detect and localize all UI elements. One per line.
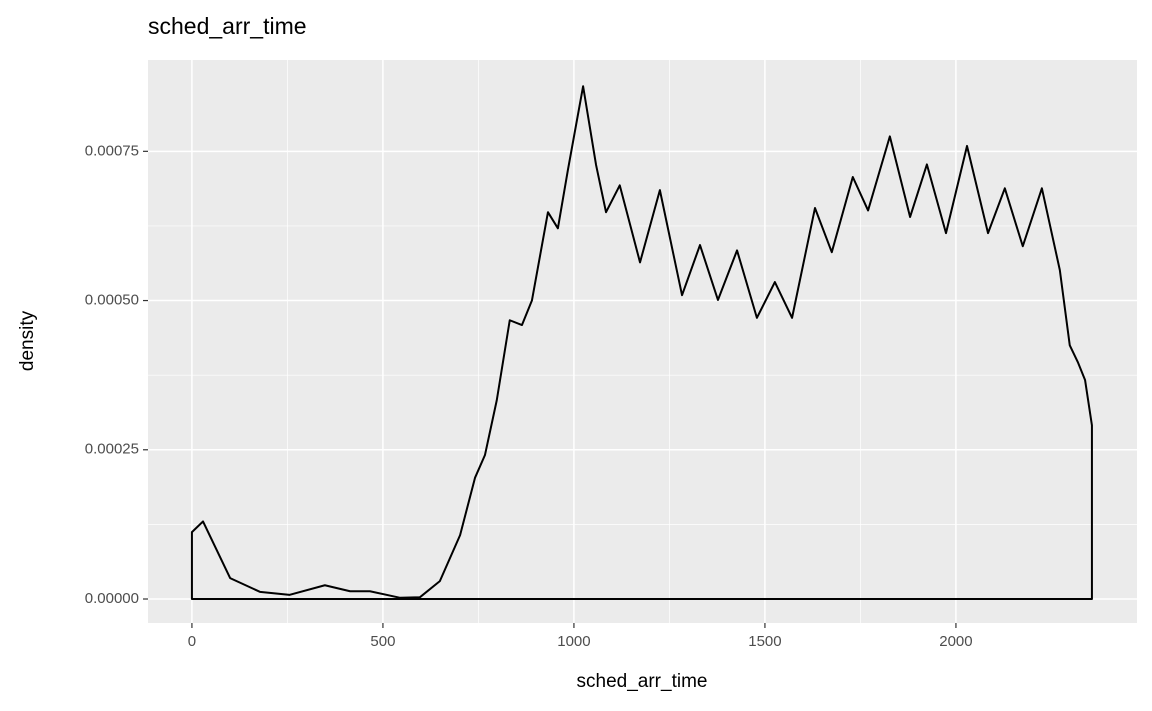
x-tick-label: 1500 [748, 633, 781, 650]
y-tick-label: 0.00050 [85, 292, 139, 309]
y-tick-label: 0.00075 [85, 142, 139, 159]
y-axis-label: density [17, 310, 38, 371]
x-tick-label: 0 [188, 633, 196, 650]
density-curve [190, 85, 1093, 601]
y-tick-label: 0.00000 [85, 590, 139, 607]
x-axis-label: sched_arr_time [577, 671, 708, 692]
chart-title: sched_arr_time [148, 13, 307, 39]
x-tick-label: 1000 [557, 633, 590, 650]
x-tick-label: 500 [370, 633, 395, 650]
y-tick-label: 0.00025 [85, 441, 139, 458]
x-tick-label: 2000 [939, 633, 972, 650]
panel [148, 60, 1137, 623]
